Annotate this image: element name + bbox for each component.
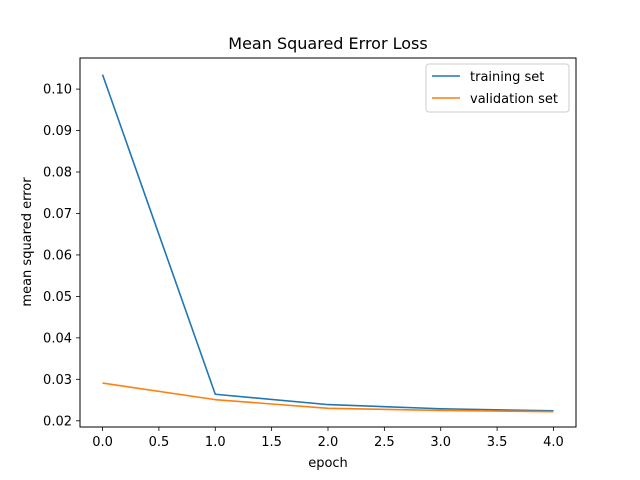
x-tick-label: 2.0 [318,435,339,450]
series-line-1 [102,382,554,413]
y-tick-label: 0.06 [43,248,72,263]
y-tick-label: 0.02 [43,414,72,429]
y-axis-ticks: 0.02 0.03 0.04 0.05 0.06 0.07 0.08 0.09 0.10 [43,83,80,429]
y-axis-label: mean squared error [20,177,35,307]
plot-frame [79,57,577,428]
x-tick-label: 4.0 [543,435,564,450]
chart-title: Mean Squared Error Loss [228,34,427,53]
legend: training set validation set [425,63,570,113]
x-tick-label: 1.5 [261,435,282,450]
legend-label: validation set [470,92,558,107]
x-tick-label: 3.0 [430,435,451,450]
legend-label: training set [470,70,544,85]
legend-box [425,63,570,113]
x-tick-label: 0.0 [92,435,113,450]
x-axis-ticks: 0.0 0.5 1.0 1.5 2.0 2.5 3.0 3.5 4.0 [92,427,564,450]
plot-lines [101,74,554,413]
y-tick-label: 0.04 [43,331,72,346]
y-tick-label: 0.10 [43,83,72,98]
x-tick-label: 2.5 [374,435,395,450]
x-tick-label: 3.5 [487,435,508,450]
y-tick-label: 0.07 [43,207,72,222]
x-tick-label: 1.0 [205,435,226,450]
x-axis-label: epoch [308,456,348,471]
y-tick-label: 0.08 [43,166,72,181]
y-tick-label: 0.03 [43,373,72,388]
y-tick-label: 0.09 [43,124,72,139]
x-tick-label: 0.5 [149,435,170,450]
series-line-0 [101,74,554,412]
y-tick-label: 0.05 [43,290,72,305]
